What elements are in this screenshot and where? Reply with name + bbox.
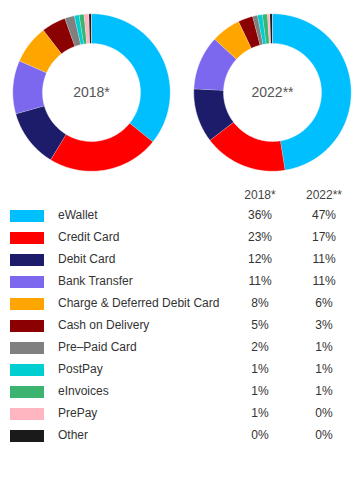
html-text:1%: 1% <box>315 340 333 354</box>
html-text:3%: 3% <box>315 318 333 332</box>
html-text:47%: 47% <box>312 208 336 222</box>
html-text:1%: 1% <box>251 362 269 376</box>
html-text:PrePay: PrePay <box>58 406 98 420</box>
html-text:8%: 8% <box>251 296 269 310</box>
html-text:11%: 11% <box>312 274 336 288</box>
html-text:11%: 11% <box>248 274 272 288</box>
html-text:Bank Transfer: Bank Transfer <box>58 274 133 288</box>
svg-text:2018*: 2018* <box>73 84 110 100</box>
html-text:Pre–Paid Card: Pre–Paid Card <box>58 340 137 354</box>
html-text:0%: 0% <box>251 428 269 442</box>
html-text:0%: 0% <box>315 406 333 420</box>
html-text:eWallet: eWallet <box>58 208 98 222</box>
html-text:5%: 5% <box>251 318 269 332</box>
html-text:1%: 1% <box>251 406 269 420</box>
html-text:12%: 12% <box>248 252 272 266</box>
html-text:6%: 6% <box>315 296 333 310</box>
html-text:11%: 11% <box>312 252 336 266</box>
html-text:23%: 23% <box>248 230 272 244</box>
html-text:Charge & Deferred Debit Card: Charge & Deferred Debit Card <box>58 296 220 310</box>
html-text:Cash on Delivery: Cash on Delivery <box>58 318 150 332</box>
html-text:PostPay: PostPay <box>58 362 103 376</box>
html-text:2018*: 2018* <box>244 188 276 202</box>
html-text:17%: 17% <box>312 230 336 244</box>
html-text:eInvoices: eInvoices <box>58 384 109 398</box>
svg-text:2022**: 2022** <box>251 84 294 100</box>
html-text:2022**: 2022** <box>306 188 342 202</box>
html-text:0%: 0% <box>315 428 333 442</box>
html-text:36%: 36% <box>248 208 272 222</box>
html-text:Credit Card: Credit Card <box>58 230 120 244</box>
html-text:Debit Card: Debit Card <box>58 252 116 266</box>
html-text:Other: Other <box>58 428 88 442</box>
html-text:1%: 1% <box>315 362 333 376</box>
html-text:1%: 1% <box>315 384 333 398</box>
html-text:2%: 2% <box>251 340 269 354</box>
html-text:1%: 1% <box>251 384 269 398</box>
